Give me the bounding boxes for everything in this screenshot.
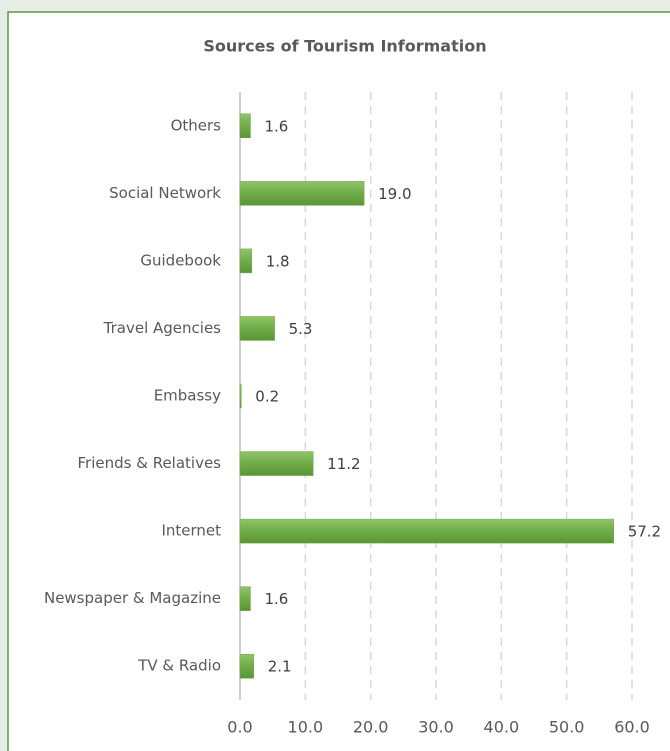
data-label: 2.1 bbox=[268, 658, 292, 676]
bar bbox=[239, 518, 614, 544]
x-tick-label: 40.0 bbox=[484, 718, 520, 737]
x-tick-label: 50.0 bbox=[549, 718, 585, 737]
y-tick-label: TV & Radio bbox=[137, 657, 221, 675]
bar bbox=[239, 653, 254, 679]
y-tick-label: Newspaper & Magazine bbox=[44, 589, 221, 607]
bar bbox=[239, 383, 242, 409]
bar bbox=[239, 451, 314, 476]
y-tick-label: Others bbox=[171, 116, 222, 134]
data-label: 1.8 bbox=[266, 252, 290, 270]
x-tick-label: 0.0 bbox=[227, 718, 252, 737]
y-tick-label: Internet bbox=[161, 522, 221, 540]
data-label: 11.2 bbox=[327, 455, 360, 473]
x-tick-label: 20.0 bbox=[353, 718, 389, 737]
y-tick-label: Friends & Relatives bbox=[78, 454, 222, 472]
data-label: 5.3 bbox=[289, 320, 313, 338]
y-tick-label: Social Network bbox=[109, 184, 221, 202]
data-label: 19.0 bbox=[378, 185, 411, 203]
y-tick-label: Guidebook bbox=[140, 251, 221, 269]
bar bbox=[239, 181, 365, 206]
bar bbox=[239, 586, 251, 611]
y-tick-label: Embassy bbox=[154, 387, 221, 405]
bar bbox=[239, 248, 253, 274]
y-tick-label: Travel Agencies bbox=[103, 319, 222, 337]
chart-title: Sources of Tourism Information bbox=[203, 37, 486, 56]
chart-frame bbox=[7, 11, 670, 751]
x-tick-label: 10.0 bbox=[288, 718, 324, 737]
data-label: 1.6 bbox=[264, 590, 288, 608]
bar bbox=[239, 316, 275, 341]
bar bbox=[239, 113, 251, 139]
data-label: 57.2 bbox=[628, 523, 661, 541]
x-tick-label: 30.0 bbox=[418, 718, 454, 737]
data-label: 0.2 bbox=[255, 388, 279, 406]
x-tick-label: 60.0 bbox=[614, 718, 650, 737]
data-label: 1.6 bbox=[264, 117, 288, 135]
